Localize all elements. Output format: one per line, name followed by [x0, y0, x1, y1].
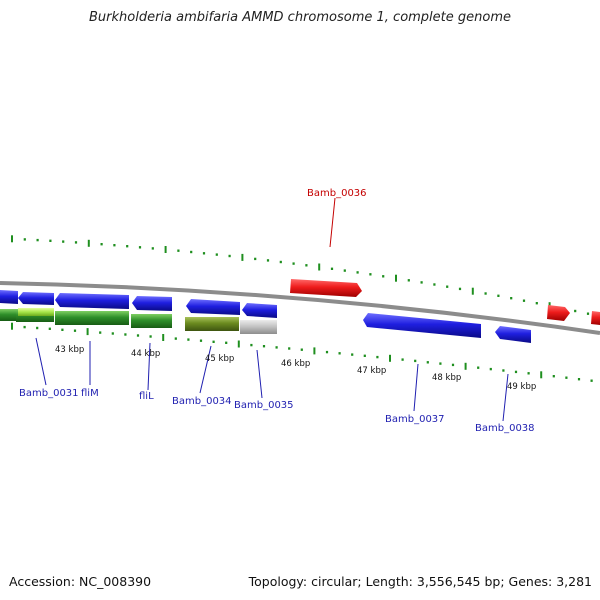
gene-label-bamb-0035[interactable]: Bamb_0035: [234, 400, 294, 411]
gene-arrow-blue-bamb-0037[interactable]: [363, 313, 481, 338]
gene-label-bamb-0036[interactable]: Bamb_0036: [307, 188, 367, 199]
outer-scale-ticks: [11, 235, 590, 315]
gene-label-flim[interactable]: fliM: [81, 388, 99, 399]
cds-block-green-edge[interactable]: [0, 309, 16, 321]
gene-label-bamb-0038[interactable]: Bamb_0038: [475, 423, 535, 434]
inner-scale-ticks: [11, 322, 593, 382]
cds-block-green-2[interactable]: [55, 311, 129, 325]
gene-label-bamb-0037[interactable]: Bamb_0037: [385, 414, 445, 425]
scale-label-49: 49 kbp: [507, 382, 536, 392]
cds-block-olive[interactable]: [185, 317, 239, 331]
map-title: Burkholderia ambifaria AMMD chromosome 1…: [88, 10, 512, 25]
gene-arrow-blue-bamb-0034[interactable]: [186, 299, 240, 315]
gene-arrow-bamb-0036[interactable]: [290, 279, 362, 297]
gene-label-bamb-0034[interactable]: Bamb_0034: [172, 396, 232, 407]
scale-label-46: 46 kbp: [281, 359, 310, 369]
scale-label-48: 48 kbp: [432, 373, 461, 383]
reverse-strand-genes: [0, 290, 531, 343]
gene-label-flil[interactable]: fliL: [139, 391, 154, 402]
gene-arrow-blue-bamb-0035[interactable]: [242, 303, 277, 318]
gene-arrow-red-small[interactable]: [547, 305, 570, 321]
topology-text: Topology: circular; Length: 3,556,545 bp…: [248, 574, 592, 589]
scale-label-47: 47 kbp: [357, 366, 386, 376]
gene-arrow-blue-bamb-0038[interactable]: [495, 326, 531, 343]
scale-label-45: 45 kbp: [205, 354, 234, 364]
cds-block-green-3[interactable]: [131, 314, 172, 328]
gene-label-bamb-0031[interactable]: Bamb_0031: [19, 388, 79, 399]
cds-block-grey[interactable]: [240, 320, 277, 334]
forward-strand-genes: [290, 279, 600, 325]
gene-arrow-blue-edge[interactable]: [0, 290, 18, 304]
chromosome-backbone: [0, 281, 600, 335]
scale-label-43: 43 kbp: [55, 345, 84, 355]
scale-label-44: 44 kbp: [131, 349, 160, 359]
gene-name-labels: Bamb_0031 fliM fliL Bamb_0034 Bamb_0035 …: [19, 188, 535, 434]
cds-block-lime[interactable]: [18, 308, 54, 316]
accession-text: Accession: NC_008390: [9, 574, 152, 589]
scale-labels: 43 kbp 44 kbp 45 kbp 46 kbp 47 kbp 48 kb…: [55, 345, 536, 392]
gene-arrow-red-edge[interactable]: [591, 311, 600, 325]
gene-label-leaders: [35, 197, 509, 422]
gene-arrow-blue-1[interactable]: [18, 292, 54, 305]
cds-features: [0, 308, 277, 334]
gene-arrow-blue-flil[interactable]: [132, 296, 172, 311]
gene-arrow-blue-flim[interactable]: [55, 293, 129, 309]
